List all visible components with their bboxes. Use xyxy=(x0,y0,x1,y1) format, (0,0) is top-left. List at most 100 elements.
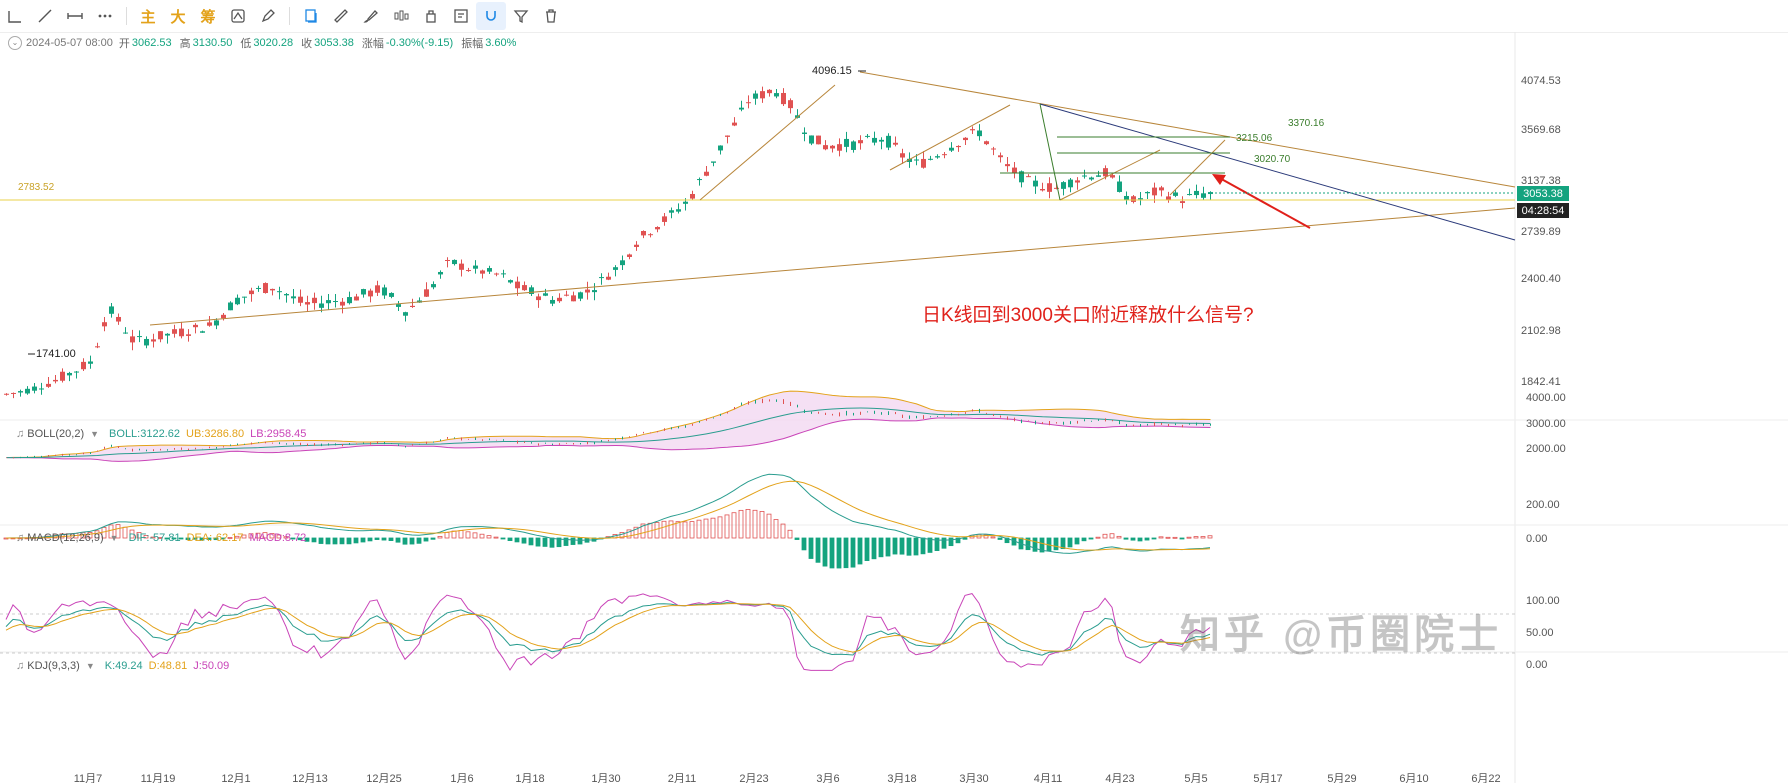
macd-histogram-bar xyxy=(332,537,338,545)
time-axis-label: 5月29 xyxy=(1327,773,1356,783)
change-value: -0.30%(-9.15) xyxy=(385,37,454,49)
time-axis-label: 2月11 xyxy=(668,773,697,783)
candle-body xyxy=(46,383,51,387)
kdj-d-line xyxy=(5,603,1211,653)
horizontal-line-tool-icon[interactable] xyxy=(60,2,90,30)
high-label: 高 xyxy=(179,38,191,50)
candle-type-tool-icon[interactable] xyxy=(386,2,416,30)
candle-body xyxy=(655,227,660,230)
candle-body xyxy=(1152,187,1157,196)
chip-distribution-button[interactable]: 筹 xyxy=(200,8,216,26)
macd-histogram-bar xyxy=(577,537,583,545)
macd-histogram-bar xyxy=(1193,536,1199,539)
indicator-tool-icon[interactable] xyxy=(223,2,253,30)
candle-body xyxy=(718,145,723,151)
candle-body xyxy=(1047,183,1052,192)
candle-body xyxy=(991,148,996,150)
macd-histogram-bar xyxy=(486,535,492,539)
candle-body xyxy=(1033,180,1038,187)
candle-body xyxy=(886,135,891,148)
macd-histogram-bar xyxy=(311,537,317,543)
trend-line-tool-icon[interactable] xyxy=(0,2,30,30)
price-tick-label: 2400.40 xyxy=(1521,273,1561,285)
candle-body xyxy=(172,329,177,334)
note-tool-icon[interactable] xyxy=(446,2,476,30)
macd-histogram-bar xyxy=(1151,537,1157,540)
candle-body xyxy=(368,290,373,297)
macd-histogram-bar xyxy=(234,535,240,539)
brush-tool-icon[interactable] xyxy=(356,2,386,30)
copy-tool-icon[interactable] xyxy=(296,2,326,30)
candle-body xyxy=(774,93,779,97)
time-axis-label: 12月25 xyxy=(366,773,401,783)
more-tools-icon[interactable] xyxy=(90,2,120,30)
candle-body xyxy=(39,388,44,390)
candle-body xyxy=(137,336,142,338)
time-axis-label: 11月19 xyxy=(141,773,176,783)
boll-name[interactable]: BOLL(20,2) xyxy=(27,428,85,440)
collapse-chevron-icon[interactable]: ⌄ xyxy=(8,36,22,50)
macd-histogram-bar xyxy=(878,537,884,558)
candle-body xyxy=(606,276,611,280)
candle-body xyxy=(326,300,331,304)
macd-name[interactable]: MACD(12,26,9) xyxy=(27,532,104,544)
boll-upper-line xyxy=(6,390,1211,459)
macd-histogram-bar xyxy=(430,537,436,540)
candle-body xyxy=(865,135,870,137)
candle-body xyxy=(382,287,387,296)
candle-body xyxy=(1103,168,1108,177)
bell-icon[interactable]: ♫ xyxy=(16,532,25,544)
high-price-label: 4096.15 xyxy=(812,65,852,77)
candle-body xyxy=(529,287,534,295)
macd-histogram-bar xyxy=(374,537,380,540)
ruler-tool-icon[interactable] xyxy=(326,2,356,30)
ray-tool-icon[interactable] xyxy=(30,2,60,30)
macd-histogram-bar xyxy=(1109,533,1115,539)
toolbar-divider xyxy=(289,7,290,25)
candle-body xyxy=(760,91,765,99)
candle-body xyxy=(522,285,527,291)
candle-body xyxy=(1096,175,1101,177)
macd-histogram-bar xyxy=(521,537,527,544)
dropdown-icon[interactable]: ▼ xyxy=(90,429,100,439)
candle-body xyxy=(662,216,667,222)
dropdown-icon[interactable]: ▼ xyxy=(109,533,119,543)
candle-body xyxy=(228,302,233,311)
macd-histogram-bar xyxy=(213,537,219,541)
candle-body xyxy=(669,210,674,213)
candle-body xyxy=(186,334,191,336)
bell-icon[interactable]: ♫ xyxy=(16,660,25,672)
candle-body xyxy=(1194,190,1199,196)
candle-body xyxy=(683,201,688,204)
candle-body xyxy=(165,333,170,336)
candle-body xyxy=(179,328,184,337)
watermark: 知乎 @币圈院士 xyxy=(1180,613,1503,657)
magnet-tool-icon[interactable] xyxy=(476,2,506,30)
candle-body xyxy=(564,294,569,296)
large-order-button[interactable]: 大 xyxy=(170,8,186,26)
delete-tool-icon[interactable] xyxy=(536,2,566,30)
macd-histogram-bar xyxy=(864,537,870,561)
kdj-legend: ♫ KDJ(9,3,3) ▼ K:49.24 D:48.81 J:50.09 xyxy=(16,660,235,672)
candle-body xyxy=(837,144,842,151)
candle-body xyxy=(851,141,856,150)
pen-tool-icon[interactable] xyxy=(253,2,283,30)
dropdown-icon[interactable]: ▼ xyxy=(85,661,95,671)
candle-body xyxy=(431,284,436,288)
time-axis-label: 1月18 xyxy=(515,773,544,783)
lock-tool-icon[interactable] xyxy=(416,2,446,30)
channel-line xyxy=(1169,139,1226,196)
macd-histogram-bar xyxy=(843,537,849,569)
main-indicator-button[interactable]: 主 xyxy=(140,8,156,26)
kdj-name[interactable]: KDJ(9,3,3) xyxy=(27,660,80,672)
candle-body xyxy=(445,259,450,261)
candle-body xyxy=(452,259,457,265)
bell-icon[interactable]: ♫ xyxy=(16,428,25,440)
boll-lb-value: LB:2958.45 xyxy=(250,428,307,440)
macd-histogram-bar xyxy=(451,530,457,539)
amplitude-value: 3.60% xyxy=(485,37,517,49)
macd-histogram-bar xyxy=(836,537,842,569)
candle-body xyxy=(543,293,548,296)
filter-tool-icon[interactable] xyxy=(506,2,536,30)
